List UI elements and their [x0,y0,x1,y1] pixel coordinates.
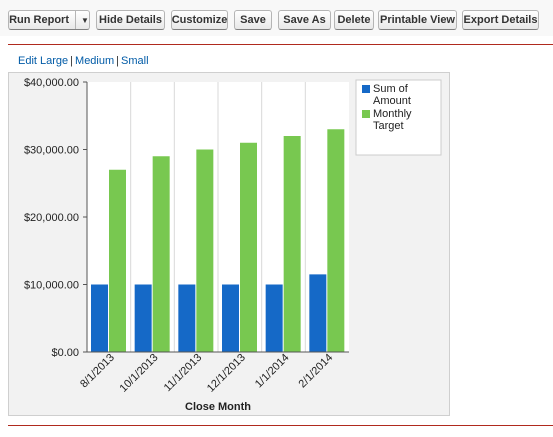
legend-label-amount-line1: Sum of [373,83,409,95]
separator: | [70,55,74,67]
bar-monthly-target[interactable] [196,149,214,353]
x-tick-label: 1/1/2014 [253,352,292,391]
x-tick-label: 8/1/2013 [78,352,117,391]
bar-monthly-target[interactable] [327,129,345,352]
bars [91,129,345,353]
medium-link[interactable]: Medium [75,55,115,67]
bar-sum-of-amount[interactable] [309,274,327,352]
bar-monthly-target[interactable] [152,156,170,352]
hide-details-button[interactable]: Hide Details [96,10,165,30]
run-report-label: Run Report [9,14,69,26]
legend-label-target-line1: Monthly [373,108,412,120]
small-link[interactable]: Small [121,55,149,67]
legend-swatch-target [362,110,370,118]
y-tick-label: $40,000.00 [24,77,79,89]
report-toolbar: Run Report ▼ Hide Details Customize Save… [0,0,553,36]
legend-label-amount-line2: Amount [373,95,411,107]
bar-sum-of-amount[interactable] [134,284,152,353]
y-axis-ticks: $0.00 $10,000.00 $20,000.00 $30,000.00 $40,0… [24,77,87,359]
bar-sum-of-amount[interactable] [178,284,196,353]
legend-box [355,79,442,156]
x-tick-label: 10/1/2013 [118,352,161,395]
y-tick-label: $10,000.00 [24,280,79,292]
legend-label-target-line2: Target [373,120,404,132]
run-report-button[interactable]: Run Report ▼ [8,10,90,30]
x-tick-label: 2/1/2014 [297,352,336,391]
bar-monthly-target[interactable] [283,136,301,352]
section-divider-bottom [8,425,553,426]
bar-sum-of-amount[interactable] [91,284,108,353]
x-tick-label: 12/1/2013 [205,352,248,395]
x-axis-ticks: 8/1/2013 10/1/2013 11/1/2013 12/1/2013 1/1/2… [78,352,335,395]
delete-button[interactable]: Delete [334,10,374,30]
legend: Sum of Amount Monthly Target [355,79,442,156]
save-button[interactable]: Save [234,10,272,30]
customize-button[interactable]: Customize [171,10,228,30]
large-link[interactable]: Large [40,55,69,67]
bar-sum-of-amount[interactable] [265,284,283,353]
y-tick-label: $20,000.00 [24,212,79,224]
section-divider-top [8,44,553,45]
save-as-button[interactable]: Save As [278,10,331,30]
dropdown-caret-icon[interactable]: ▼ [80,15,89,25]
legend-swatch-amount [362,85,370,93]
gridlines [130,82,306,352]
separator: | [116,55,120,67]
split-divider [74,11,76,29]
export-details-button[interactable]: Export Details [462,10,539,30]
bar-monthly-target[interactable] [109,169,126,352]
chart-size-links: Edit Large | Medium | Small [18,55,149,67]
x-axis-title: Close Month [185,401,251,413]
bar-sum-of-amount[interactable] [222,284,239,353]
edit-link[interactable]: Edit [18,55,37,67]
y-tick-label: $30,000.00 [24,145,79,157]
y-tick-label: $0.00 [51,347,79,359]
x-tick-label: 11/1/2013 [162,352,205,395]
bar-monthly-target[interactable] [240,142,257,352]
printable-view-button[interactable]: Printable View [378,10,457,30]
